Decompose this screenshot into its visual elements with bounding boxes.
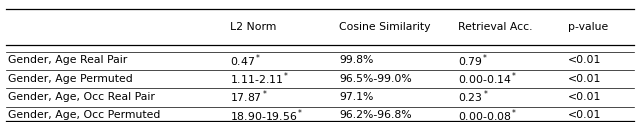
- Text: 17.87$^*$: 17.87$^*$: [230, 89, 268, 105]
- Text: <0.01: <0.01: [568, 74, 602, 84]
- Text: Gender, Age Real Pair: Gender, Age Real Pair: [8, 55, 127, 65]
- Text: Gender, Age, Occ Real Pair: Gender, Age, Occ Real Pair: [8, 92, 154, 102]
- Text: Retrieval Acc.: Retrieval Acc.: [458, 22, 532, 32]
- Text: L2 Norm: L2 Norm: [230, 22, 276, 32]
- Text: <0.01: <0.01: [568, 92, 602, 102]
- Text: <0.01: <0.01: [568, 55, 602, 65]
- Text: Gender, Age, Occ Permuted: Gender, Age, Occ Permuted: [8, 110, 160, 120]
- Text: 18.90-19.56$^*$: 18.90-19.56$^*$: [230, 107, 304, 122]
- Text: Gender, Age Permuted: Gender, Age Permuted: [8, 74, 132, 84]
- Text: 0.00-0.08$^*$: 0.00-0.08$^*$: [458, 107, 517, 122]
- Text: 0.47$^*$: 0.47$^*$: [230, 52, 262, 69]
- Text: 96.2%-96.8%: 96.2%-96.8%: [339, 110, 412, 120]
- Text: 96.5%-99.0%: 96.5%-99.0%: [339, 74, 412, 84]
- Text: p-value: p-value: [568, 22, 609, 32]
- Text: 0.00-0.14$^*$: 0.00-0.14$^*$: [458, 70, 517, 87]
- Text: Cosine Similarity: Cosine Similarity: [339, 22, 431, 32]
- Text: <0.01: <0.01: [568, 110, 602, 120]
- Text: 1.11-2.11$^*$: 1.11-2.11$^*$: [230, 70, 290, 87]
- Text: 0.23$^*$: 0.23$^*$: [458, 89, 488, 105]
- Text: 0.79$^*$: 0.79$^*$: [458, 52, 488, 69]
- Text: 97.1%: 97.1%: [339, 92, 374, 102]
- Text: 99.8%: 99.8%: [339, 55, 374, 65]
